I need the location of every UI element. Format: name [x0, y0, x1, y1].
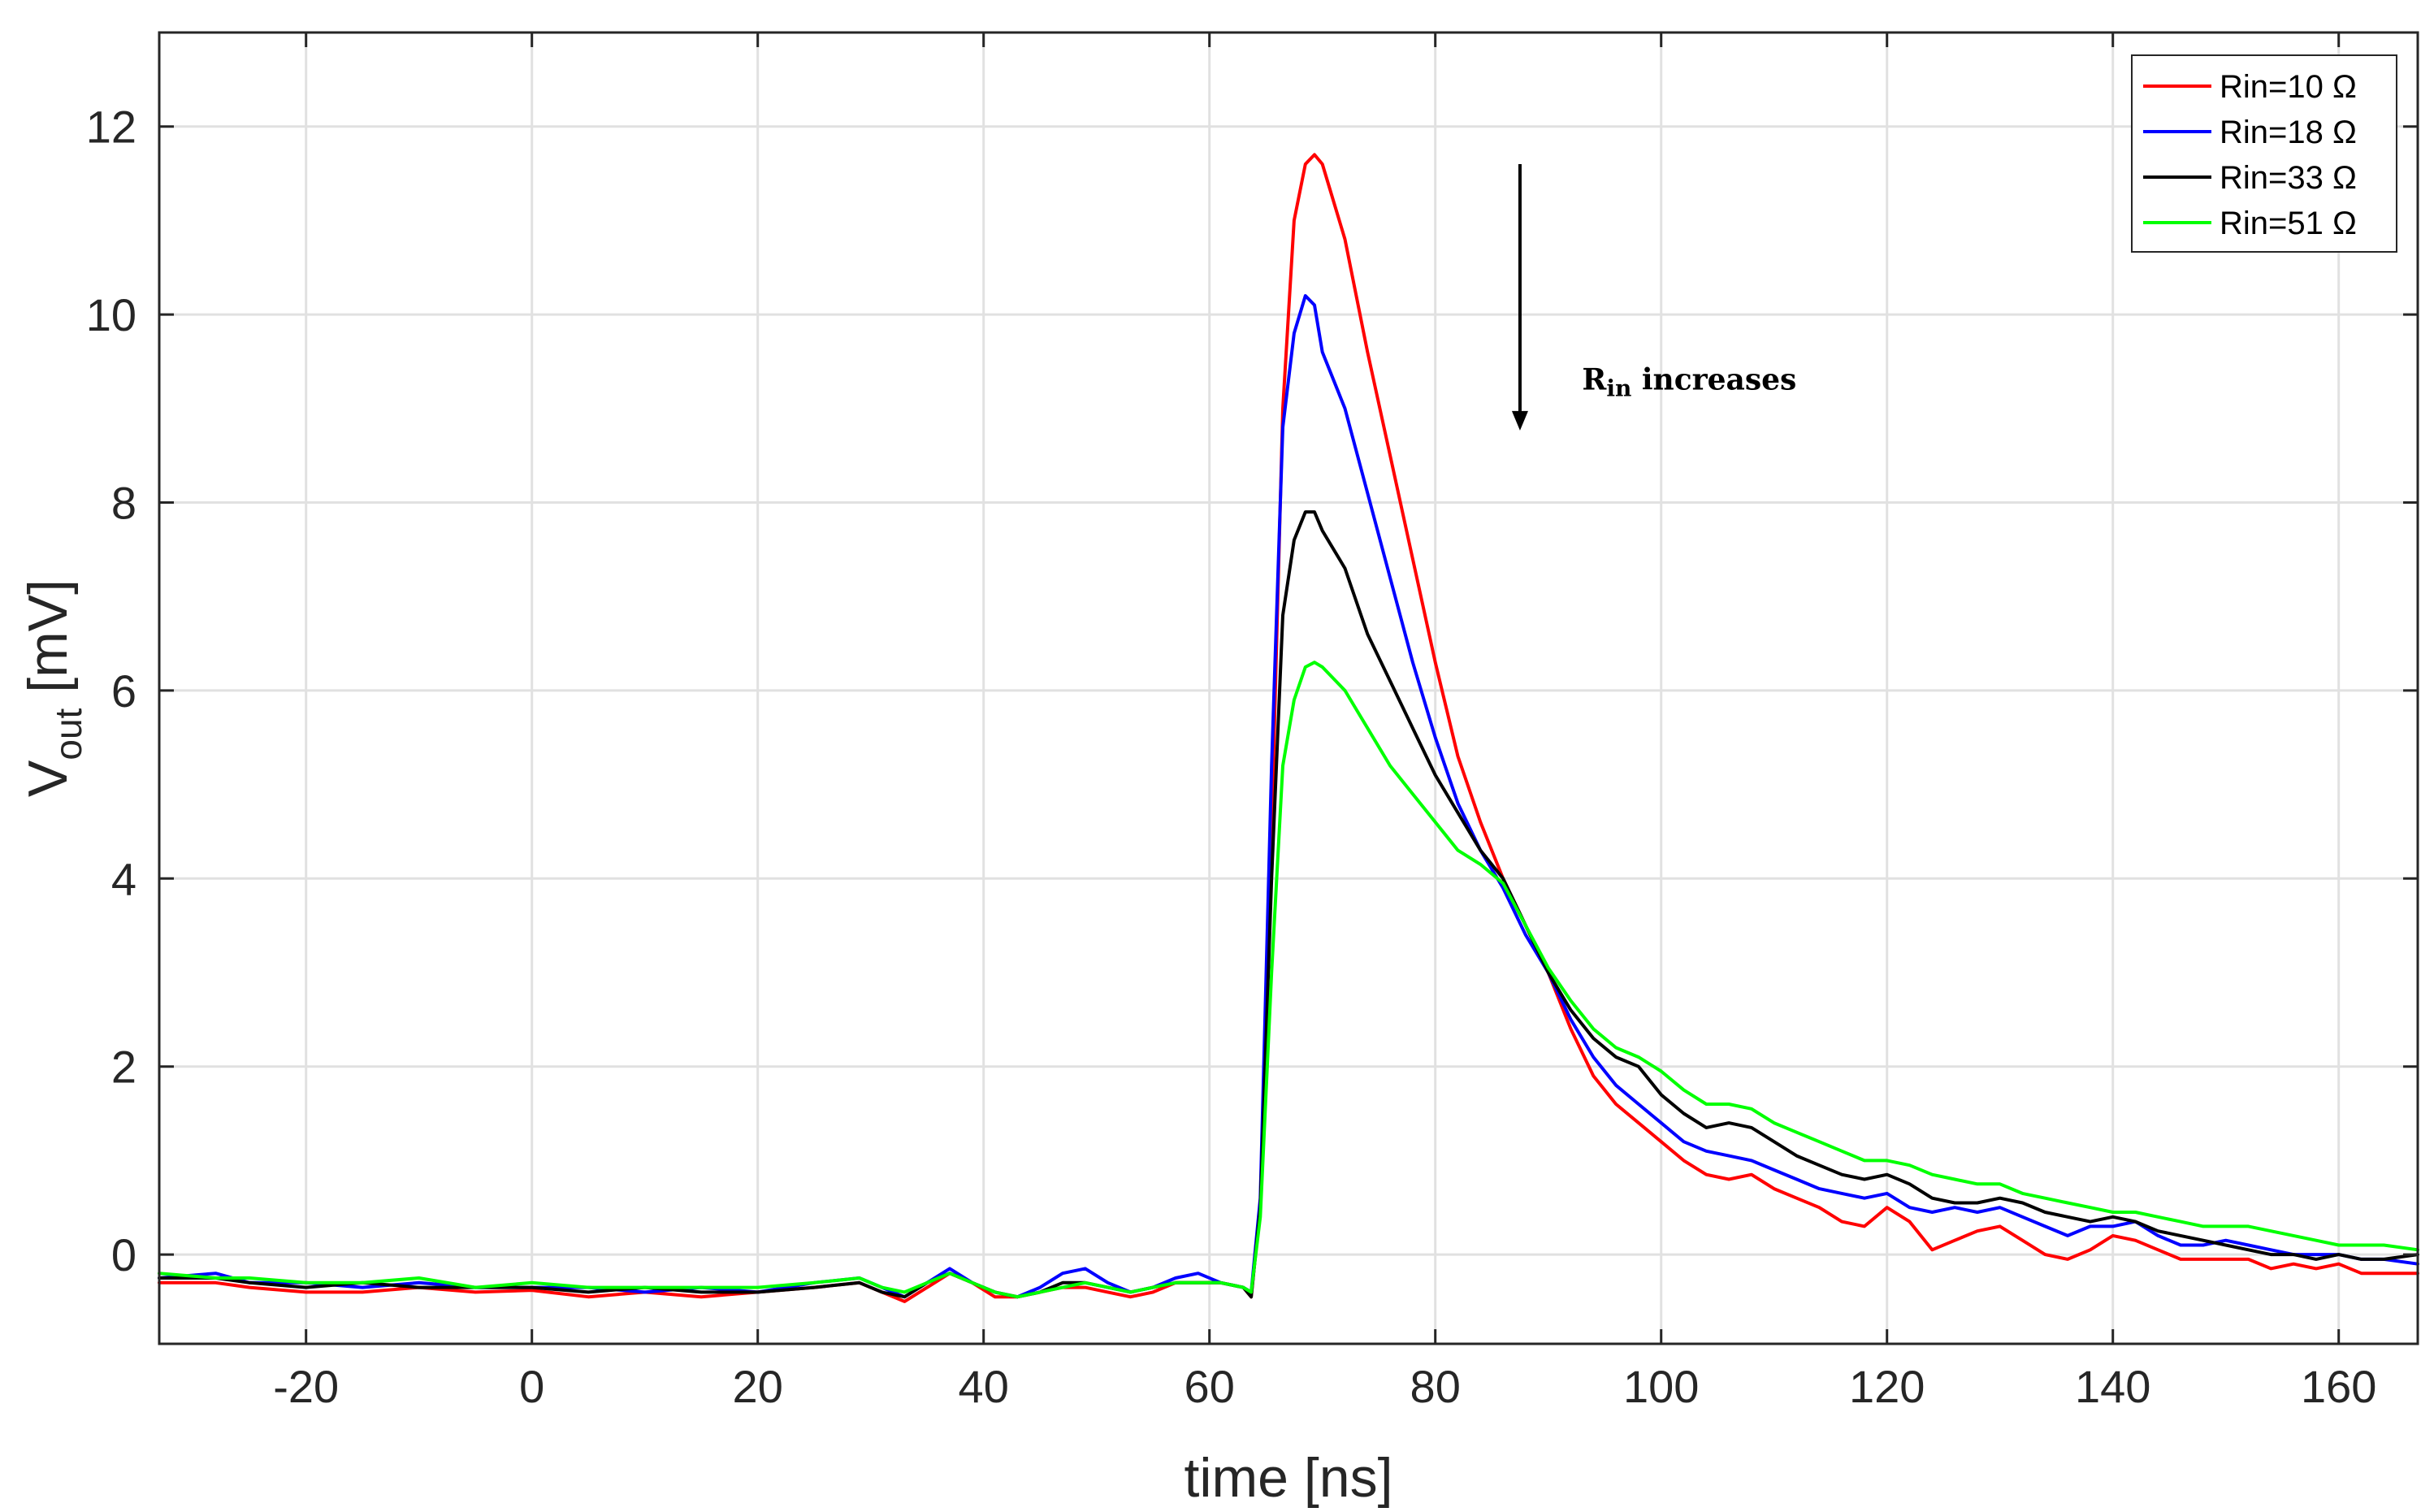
x-tick-label-8: 140 [2075, 1361, 2150, 1412]
y-tick-label-4: 8 [111, 477, 136, 528]
series-layer [158, 153, 2419, 1303]
legend-label-1: Rin=18 Ω [2220, 115, 2357, 150]
annotation-text: Rin increases [1582, 363, 1796, 402]
annotation-text-rest: increases [1631, 363, 1796, 397]
y-tick-label-1: 2 [111, 1042, 136, 1093]
x-tick-label-0: -20 [273, 1361, 339, 1412]
x-tick-label-2: 20 [733, 1361, 783, 1412]
series-line-2 [158, 510, 2419, 1299]
x-tick-label-3: 40 [959, 1361, 1009, 1412]
x-tick-label-7: 120 [1849, 1361, 1925, 1412]
y-axis-title: Vout [mV] [17, 579, 89, 797]
plot-frame [158, 31, 2419, 1345]
legend-label-3: Rin=51 Ω [2220, 206, 2357, 241]
annotation-text-main: R [1582, 363, 1607, 397]
y-tick-label-0: 0 [111, 1229, 136, 1280]
annotation-arrowhead [1511, 410, 1528, 431]
y-tick-label-5: 10 [86, 289, 136, 340]
legend-label-2: Rin=33 Ω [2220, 160, 2357, 196]
annotation-text-sub: in [1606, 375, 1631, 402]
y-tick-label-3: 6 [111, 665, 136, 717]
x-tick-label-6: 100 [1623, 1361, 1699, 1412]
annotation: Rin increases [1511, 163, 1796, 431]
y-axis-title-main: V [17, 760, 79, 797]
y-tick-label-6: 12 [86, 102, 136, 153]
series-line-3 [158, 661, 2419, 1299]
x-tick-label-9: 160 [2301, 1361, 2376, 1412]
legend-label-0: Rin=10 Ω [2220, 69, 2357, 105]
legend-box [2131, 54, 2397, 253]
y-tick-label-2: 4 [111, 853, 136, 904]
y-axis-title-unit: [mV] [17, 579, 79, 708]
axis-ticks [159, 32, 2418, 1344]
x-tick-label-4: 60 [1185, 1361, 1235, 1412]
y-axis-title-sub: out [47, 708, 89, 760]
legend: Rin=10 Ω Rin=18 Ω Rin=33 Ω Rin=51 Ω [2131, 54, 2397, 253]
grid-lines [159, 32, 2418, 1344]
legend-items: Rin=10 Ω Rin=18 Ω Rin=33 Ω Rin=51 Ω [2143, 69, 2357, 241]
x-axis-title: time [ns] [1185, 1447, 1393, 1509]
tick-labels: -20 0 20 40 60 80 100 120 140 160 0 2 4 6 8 10 12 [86, 102, 2377, 1412]
x-tick-label-5: 80 [1410, 1361, 1461, 1412]
x-tick-label-1: 0 [519, 1361, 544, 1412]
